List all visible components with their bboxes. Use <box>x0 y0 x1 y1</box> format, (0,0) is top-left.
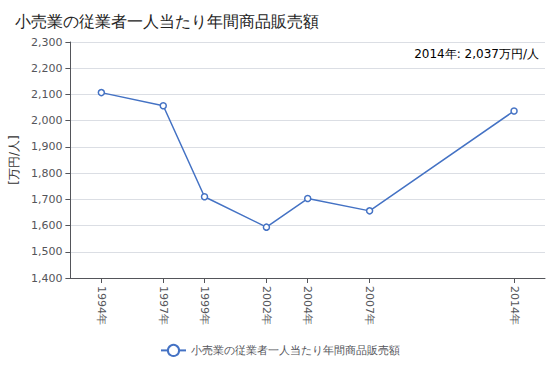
svg-text:1,700: 1,700 <box>31 193 63 206</box>
svg-text:2007年: 2007年 <box>363 286 376 325</box>
svg-text:[万円/人]: [万円/人] <box>7 135 21 184</box>
svg-text:2,300: 2,300 <box>31 36 63 49</box>
svg-text:2002年: 2002年 <box>260 286 273 325</box>
svg-text:2,100: 2,100 <box>31 88 63 101</box>
svg-text:1999年: 1999年 <box>198 286 211 325</box>
svg-text:2014年: 2014年 <box>508 286 521 325</box>
svg-text:1994年: 1994年 <box>95 286 108 325</box>
svg-text:2,200: 2,200 <box>31 62 63 75</box>
svg-text:2014年: 2,037万円/人: 2014年: 2,037万円/人 <box>414 47 539 61</box>
svg-text:1,800: 1,800 <box>31 167 63 180</box>
svg-text:2,000: 2,000 <box>31 114 63 127</box>
svg-text:1,900: 1,900 <box>31 140 63 153</box>
svg-text:小売業の従業者一人当たり年間商品販売額: 小売業の従業者一人当たり年間商品販売額 <box>15 12 319 31</box>
svg-text:1997年: 1997年 <box>157 286 170 325</box>
svg-text:1,500: 1,500 <box>31 245 63 258</box>
svg-text:1,400: 1,400 <box>31 272 63 285</box>
svg-text:2004年: 2004年 <box>301 286 314 325</box>
svg-text:1,600: 1,600 <box>31 219 63 232</box>
svg-text:小売業の従業者一人当たり年間商品販売額: 小売業の従業者一人当たり年間商品販売額 <box>191 344 400 357</box>
